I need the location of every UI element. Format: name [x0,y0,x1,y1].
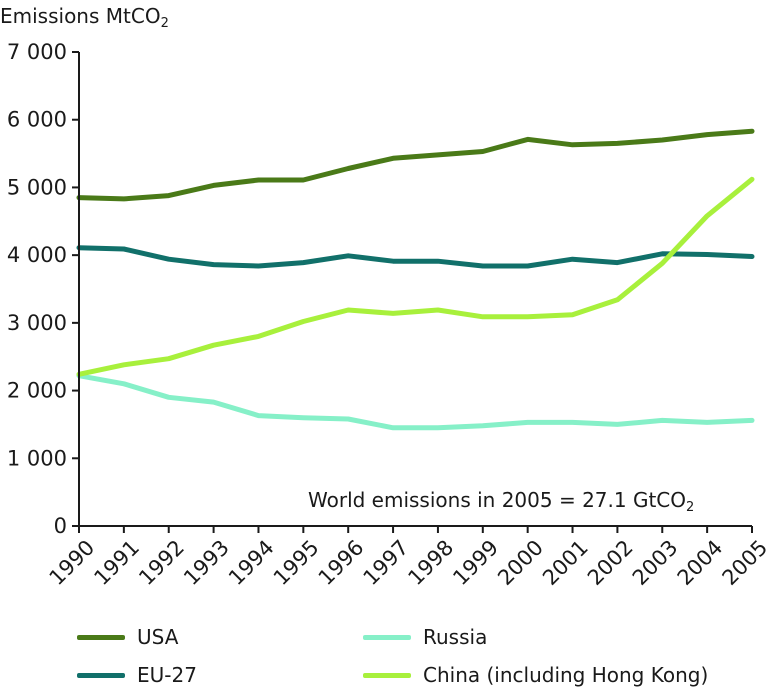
series-lines [76,128,755,431]
legend-swatch-china [363,672,411,678]
axes [72,51,753,533]
x-tick-label: 2002 [583,535,638,590]
y-axis-title: Emissions MtCO2 [0,4,169,31]
x-tick-label: 2003 [628,535,683,590]
x-tick-label: 1995 [269,535,324,590]
x-tick-label: 2004 [673,535,728,590]
x-tick-label: 1998 [403,535,458,590]
world-emissions-annotation: World emissions in 2005 = 27.1 GtCO2 [308,488,694,515]
x-tick-label: 1993 [179,535,234,590]
y-tick-label: 2 000 [7,379,67,403]
y-tick-label: 6 000 [7,108,67,132]
legend-label-eu27: EU-27 [137,663,197,687]
legend-item-usa: USA [77,625,178,649]
y-axis-title-main: Emissions MtCO [0,4,161,28]
y-tick-label: 5 000 [7,175,67,199]
x-tick-label: 1999 [448,535,503,590]
series-line-eu-27 [76,245,755,269]
x-tick-label: 1996 [314,535,369,590]
legend-swatch-usa [77,634,125,640]
y-tick-label: 7 000 [7,40,67,64]
x-tick-label: 2005 [718,535,768,590]
legend-label-usa: USA [137,625,179,649]
legend-item-russia: Russia [363,625,487,649]
line-chart: 0 1 000 2 000 3 000 4 000 5 000 6 000 7 000 199… [7,40,768,590]
annotation-subscript: 2 [686,500,695,515]
legend-label-russia: Russia [423,625,488,649]
y-tick-labels: 0 1 000 2 000 3 000 4 000 5 000 6 000 7 000 [7,40,67,538]
x-tick-label: 1994 [224,535,279,590]
x-tick-label: 2000 [493,535,548,590]
legend-label-china: China (including Hong Kong) [423,663,709,687]
y-tick-label: 1 000 [7,446,67,470]
y-tick-label: 3 000 [7,311,67,335]
y-tick-label: 0 [54,514,67,538]
x-tick-label: 1991 [89,535,144,590]
x-tick-label: 2001 [538,535,593,590]
series-line-china-including-hong-kong [76,176,755,377]
x-tick-label: 1990 [45,535,100,590]
series-line-usa [76,128,755,202]
legend-item-china: China (including Hong Kong) [363,663,708,687]
legend-swatch-eu27 [77,672,125,678]
y-tick-label: 4 000 [7,243,67,267]
legend-item-eu27: EU-27 [77,663,197,687]
y-axis-title-subscript: 2 [160,16,169,31]
series-line-russia [76,373,755,431]
x-tick-label: 1997 [359,535,414,590]
x-tick-labels: 1990199119921993199419951996199719981999… [45,535,768,590]
annotation-main: World emissions in 2005 = 27.1 GtCO [308,488,686,512]
legend-swatch-russia [363,634,411,640]
x-tick-label: 1992 [134,535,189,590]
legend: USA EU-27 Russia China (including Hong K… [0,618,768,687]
